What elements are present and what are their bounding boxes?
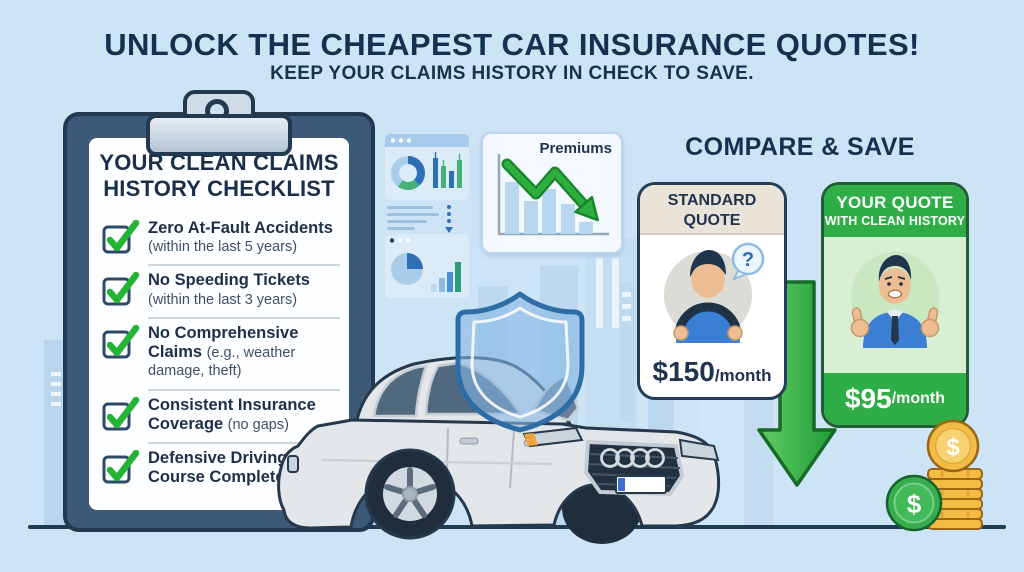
savings-coins-illustration: $ $ <box>885 419 983 532</box>
checklist-item: Consistent Insurance Coverage (no gaps) <box>102 396 340 445</box>
page-title: UNLOCK THE CHEAPEST CAR INSURANCE QUOTES… <box>104 27 920 62</box>
clean-history-quote-card: YOUR QUOTE WITH CLEAN HISTORY $95/month <box>821 182 969 428</box>
dashboard-charts-decoration <box>385 134 469 298</box>
clipboard-clip-bar <box>146 114 292 156</box>
premiums-chart-card: Premiums <box>481 132 623 254</box>
checklist-title: YOUR CLEAN CLAIMS HISTORY CHECKLIST <box>99 150 339 201</box>
browser-card-icon <box>385 134 469 200</box>
page-subtitle: KEEP YOUR CLAIMS HISTORY IN CHECK TO SAV… <box>270 63 754 84</box>
checklist-item: No Comprehensive Claims (e.g., weather d… <box>102 324 340 391</box>
svg-text:?: ? <box>742 249 754 271</box>
down-arrow-icon <box>445 227 453 233</box>
green-dollar-coin-icon: $ <box>885 474 943 532</box>
checklist-items: Zero At-Fault Accidents (within the last… <box>102 214 340 496</box>
front-grille <box>584 440 684 496</box>
text-lines-decoration <box>387 205 453 233</box>
pie-chart-icon <box>391 253 423 285</box>
thumb-up-right <box>920 307 940 338</box>
rear-window <box>372 364 428 418</box>
standard-price: $150/month <box>652 356 772 387</box>
trend-arrowhead-icon <box>574 195 599 222</box>
confused-driver-icon: ? <box>664 242 765 343</box>
donut-chart-icon <box>391 156 425 190</box>
compare-save-title: COMPARE & SAVE <box>685 133 915 161</box>
green-checkbox-icon <box>102 220 140 254</box>
thumb-up-left <box>850 307 870 338</box>
door-handle <box>459 437 479 445</box>
protection-shield-icon <box>455 291 585 433</box>
tail-light <box>287 455 299 473</box>
gold-dollar-coin-icon: $ <box>926 419 980 473</box>
bar-chart-icon <box>433 152 462 188</box>
standard-quote-card: STANDARD QUOTE ? $150/month <box>637 182 787 400</box>
clean-price: $95/month <box>824 373 966 425</box>
audi-rings-icon <box>600 448 665 468</box>
question-bubble-icon: ? <box>731 242 765 281</box>
green-checkbox-icon <box>102 396 140 431</box>
svg-text:$: $ <box>907 489 922 519</box>
rising-bars-icon <box>431 262 461 292</box>
premiums-bars <box>505 182 593 234</box>
savings-down-arrow-icon <box>757 280 837 487</box>
indicator-light <box>524 433 538 446</box>
green-checkbox-icon <box>102 272 140 306</box>
checklist-item: No Speeding Tickets (within the last 3 y… <box>102 271 340 319</box>
standard-quote-header: STANDARD QUOTE <box>640 185 784 235</box>
clean-quote-header: YOUR QUOTE WITH CLEAN HISTORY <box>824 185 966 237</box>
headlight <box>678 438 720 462</box>
checklist-item: Defensive Driving Course Completed <box>102 449 340 495</box>
premiums-chart-label: Premiums <box>539 140 612 157</box>
report-card-icon <box>385 234 469 298</box>
svg-text:$: $ <box>946 434 960 461</box>
premiums-declining-chart <box>497 154 609 236</box>
car-and-shield-illustration <box>277 291 721 544</box>
green-checkbox-icon <box>102 450 140 484</box>
rear-wheel <box>364 448 456 540</box>
license-plate <box>615 475 667 494</box>
green-checkbox-icon <box>102 324 140 359</box>
checklist-item: Zero At-Fault Accidents (within the last… <box>102 219 340 267</box>
happy-driver-thumbs-up-icon <box>850 252 940 348</box>
